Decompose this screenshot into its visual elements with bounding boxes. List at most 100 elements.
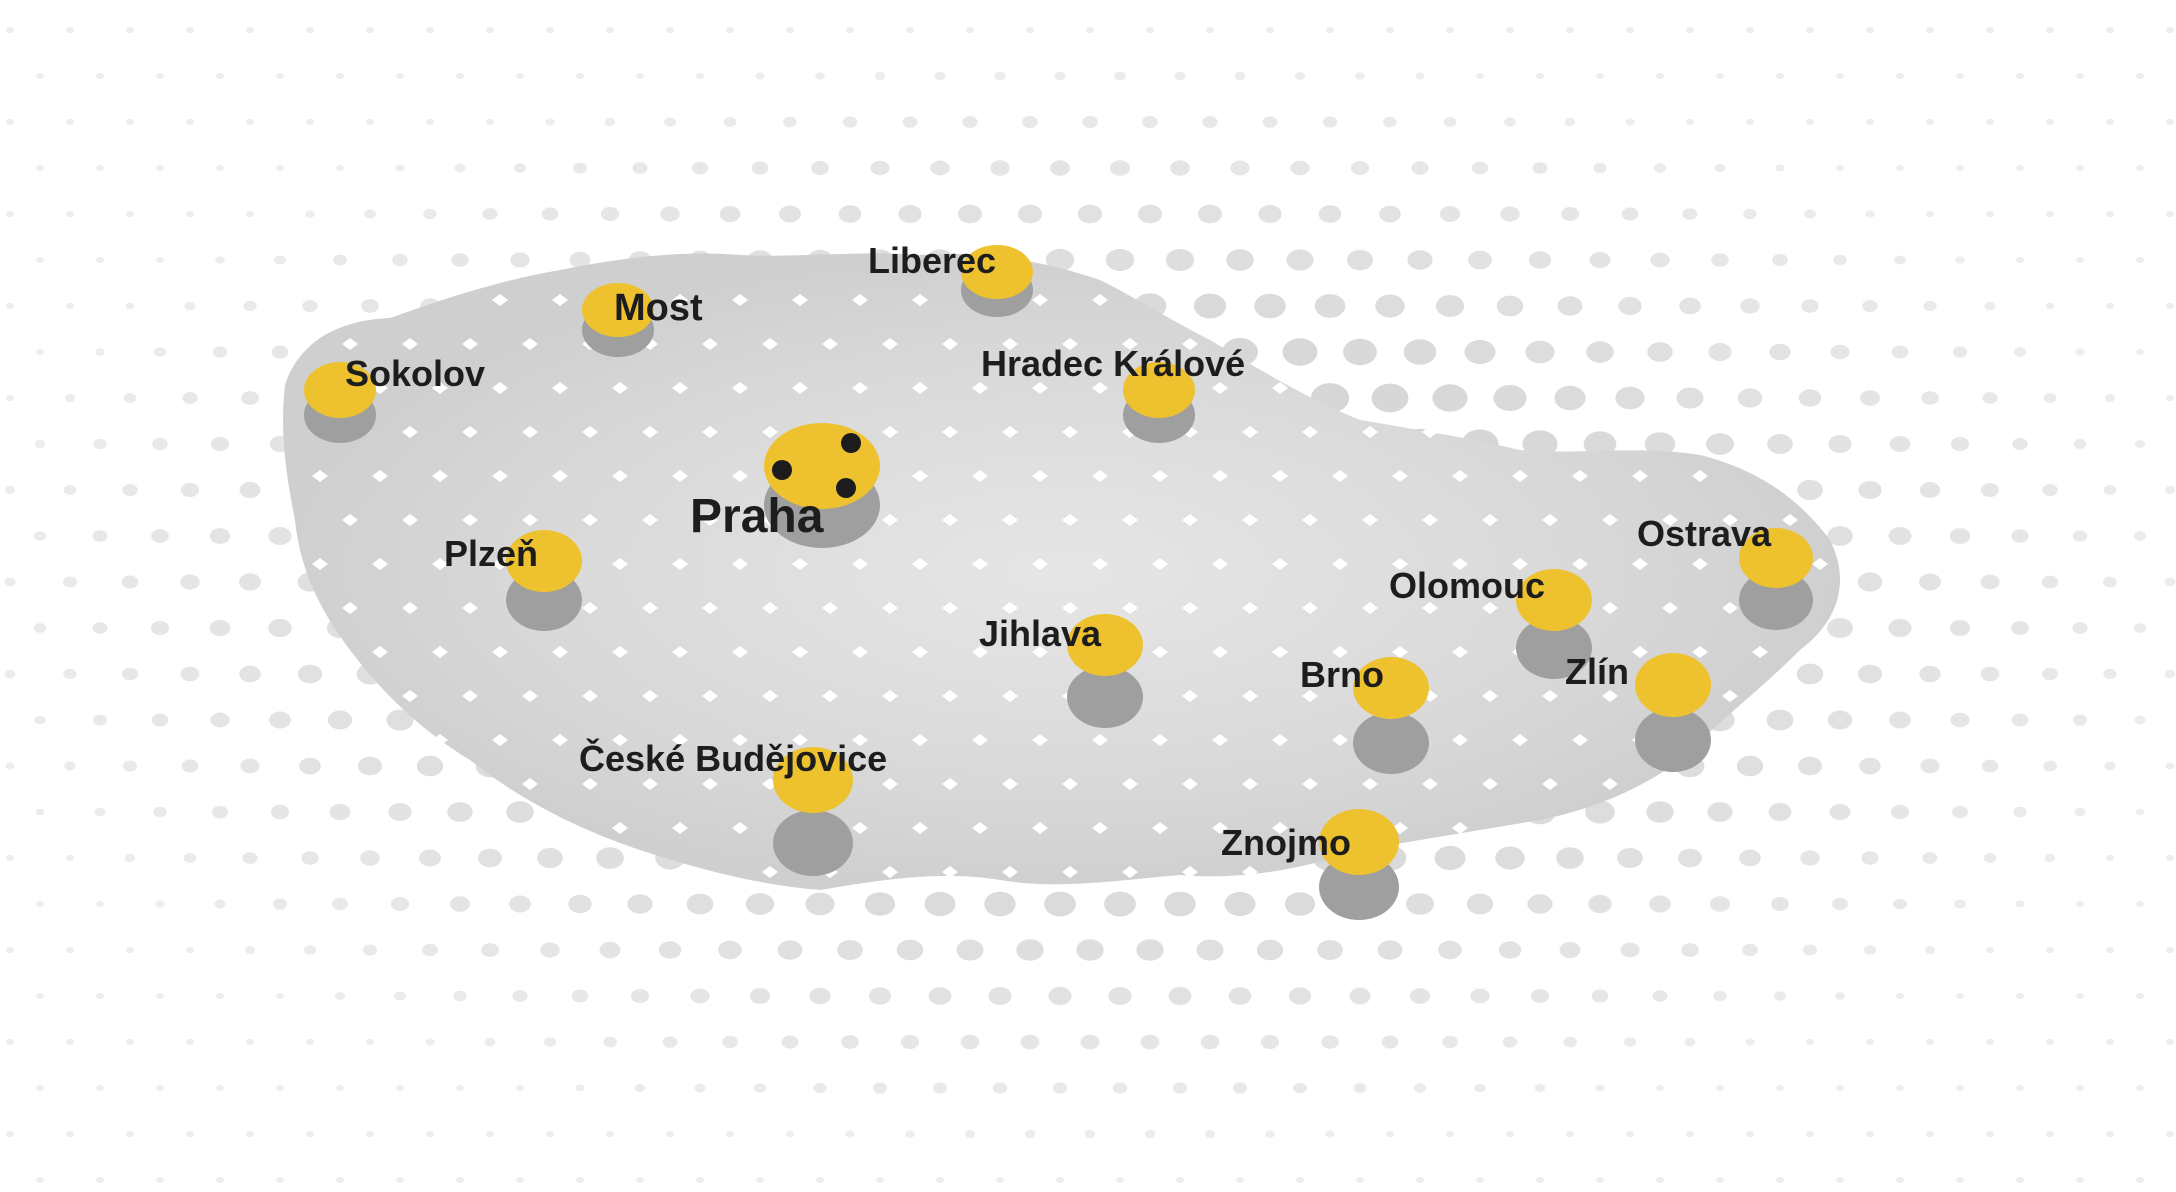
halftone-dot xyxy=(1797,479,1823,501)
diamond-mark xyxy=(1422,778,1438,790)
halftone-dot xyxy=(1803,944,1817,956)
diamond-mark xyxy=(1092,470,1108,482)
city-marker-plzen[interactable]: Plzeň xyxy=(444,530,582,631)
diamond-mark xyxy=(432,470,448,482)
diamond-mark xyxy=(402,514,418,526)
halftone-dot xyxy=(1652,990,1668,1002)
halftone-dot xyxy=(777,940,803,960)
halftone-dot xyxy=(1170,160,1190,176)
halftone-dot xyxy=(1559,941,1581,959)
halftone-dot xyxy=(156,1084,164,1092)
halftone-dot xyxy=(34,715,46,725)
halftone-dot xyxy=(1136,939,1164,961)
halftone-dot xyxy=(932,1082,948,1094)
halftone-dot xyxy=(726,26,734,34)
city-marker-sokolov[interactable]: Sokolov xyxy=(304,353,485,443)
halftone-dot xyxy=(125,302,135,310)
halftone-dot xyxy=(453,990,467,1002)
city-marker-znojmo[interactable]: Znojmo xyxy=(1221,809,1399,920)
halftone-dot xyxy=(662,1036,678,1048)
halftone-dot xyxy=(1646,801,1674,823)
halftone-dot xyxy=(1532,162,1548,174)
halftone-dot xyxy=(96,72,104,80)
halftone-dot xyxy=(1585,800,1615,824)
halftone-dot xyxy=(805,892,835,916)
halftone-dot xyxy=(183,853,197,863)
diamond-mark xyxy=(762,426,778,438)
diamond-mark xyxy=(822,338,838,350)
city-marker-liberec[interactable]: Liberec xyxy=(868,240,1033,317)
halftone-dot xyxy=(599,941,621,959)
diamond-mark xyxy=(762,866,778,878)
halftone-dot xyxy=(1554,385,1586,411)
halftone-dot xyxy=(240,758,260,774)
diamond-mark xyxy=(972,822,988,834)
diamond-mark xyxy=(1302,690,1318,702)
halftone-dot xyxy=(456,1176,464,1184)
city-label-zlin: Zlín xyxy=(1565,651,1629,692)
halftone-dot xyxy=(1140,1034,1160,1050)
halftone-dot xyxy=(1351,161,1369,175)
halftone-dot xyxy=(1746,26,1754,34)
halftone-dot xyxy=(1745,1038,1755,1046)
city-marker-jihlava[interactable]: Jihlava xyxy=(979,613,1143,728)
halftone-dot xyxy=(210,436,230,452)
diamond-mark xyxy=(882,514,898,526)
halftone-dot xyxy=(1866,1038,1874,1046)
diamond-mark xyxy=(1272,646,1288,658)
city-marker-ostrava[interactable]: Ostrava xyxy=(1637,513,1813,630)
diamond-mark xyxy=(462,338,478,350)
halftone-dot xyxy=(1493,385,1527,411)
diamond-mark xyxy=(702,338,718,350)
city-marker-zlin[interactable]: Zlín xyxy=(1565,651,1711,772)
diamond-mark xyxy=(1122,338,1138,350)
halftone-dot xyxy=(902,116,918,128)
halftone-dot xyxy=(513,163,527,173)
halftone-dot xyxy=(2011,713,2029,727)
halftone-dot xyxy=(837,940,863,960)
halftone-dot xyxy=(426,1130,434,1138)
halftone-dot xyxy=(2166,1038,2174,1046)
city-marker-olomouc[interactable]: Olomouc xyxy=(1389,565,1592,679)
diamond-mark xyxy=(1212,558,1228,570)
halftone-dot xyxy=(546,1130,554,1138)
halftone-dot xyxy=(1265,1130,1275,1138)
diamond-mark xyxy=(852,646,868,658)
diamond-mark xyxy=(1032,382,1048,394)
halftone-dot xyxy=(1798,756,1822,776)
halftone-dot xyxy=(666,26,674,34)
city-marker-brno[interactable]: Brno xyxy=(1300,654,1429,774)
diamond-mark xyxy=(1242,514,1258,526)
halftone-dot xyxy=(1586,341,1614,363)
halftone-dot xyxy=(636,1176,644,1184)
city-label-most: Most xyxy=(614,287,703,329)
halftone-dot xyxy=(1386,26,1394,34)
halftone-dot xyxy=(1678,848,1702,868)
halftone-dot xyxy=(1254,293,1286,319)
diamond-mark xyxy=(732,822,748,834)
city-marker-ceske-budejovice[interactable]: České Budějovice xyxy=(579,737,887,876)
halftone-dot xyxy=(122,484,138,496)
city-marker-praha[interactable]: Praha xyxy=(690,423,880,548)
city-marker-most[interactable]: Most xyxy=(582,283,703,357)
halftone-dot xyxy=(2011,621,2029,635)
halftone-dot xyxy=(2136,72,2144,80)
diamond-mark xyxy=(1182,338,1198,350)
halftone-dot xyxy=(1084,1129,1096,1139)
halftone-dot xyxy=(1952,346,1968,358)
city-marker-hradec-kralove[interactable]: Hradec Králové xyxy=(981,343,1245,443)
halftone-dot xyxy=(1919,482,1941,498)
diamond-mark xyxy=(612,382,628,394)
diamond-mark xyxy=(912,646,928,658)
halftone-dot xyxy=(2014,347,2026,357)
halftone-dot xyxy=(1682,208,1698,220)
halftone-dot xyxy=(1775,164,1785,172)
diamond-mark xyxy=(612,558,628,570)
halftone-dot xyxy=(2013,806,2027,818)
halftone-dot xyxy=(632,162,648,174)
halftone-dot xyxy=(271,345,289,359)
city-label-praha: Praha xyxy=(690,490,824,543)
halftone-dot xyxy=(2045,302,2055,310)
diamond-mark xyxy=(1152,470,1168,482)
